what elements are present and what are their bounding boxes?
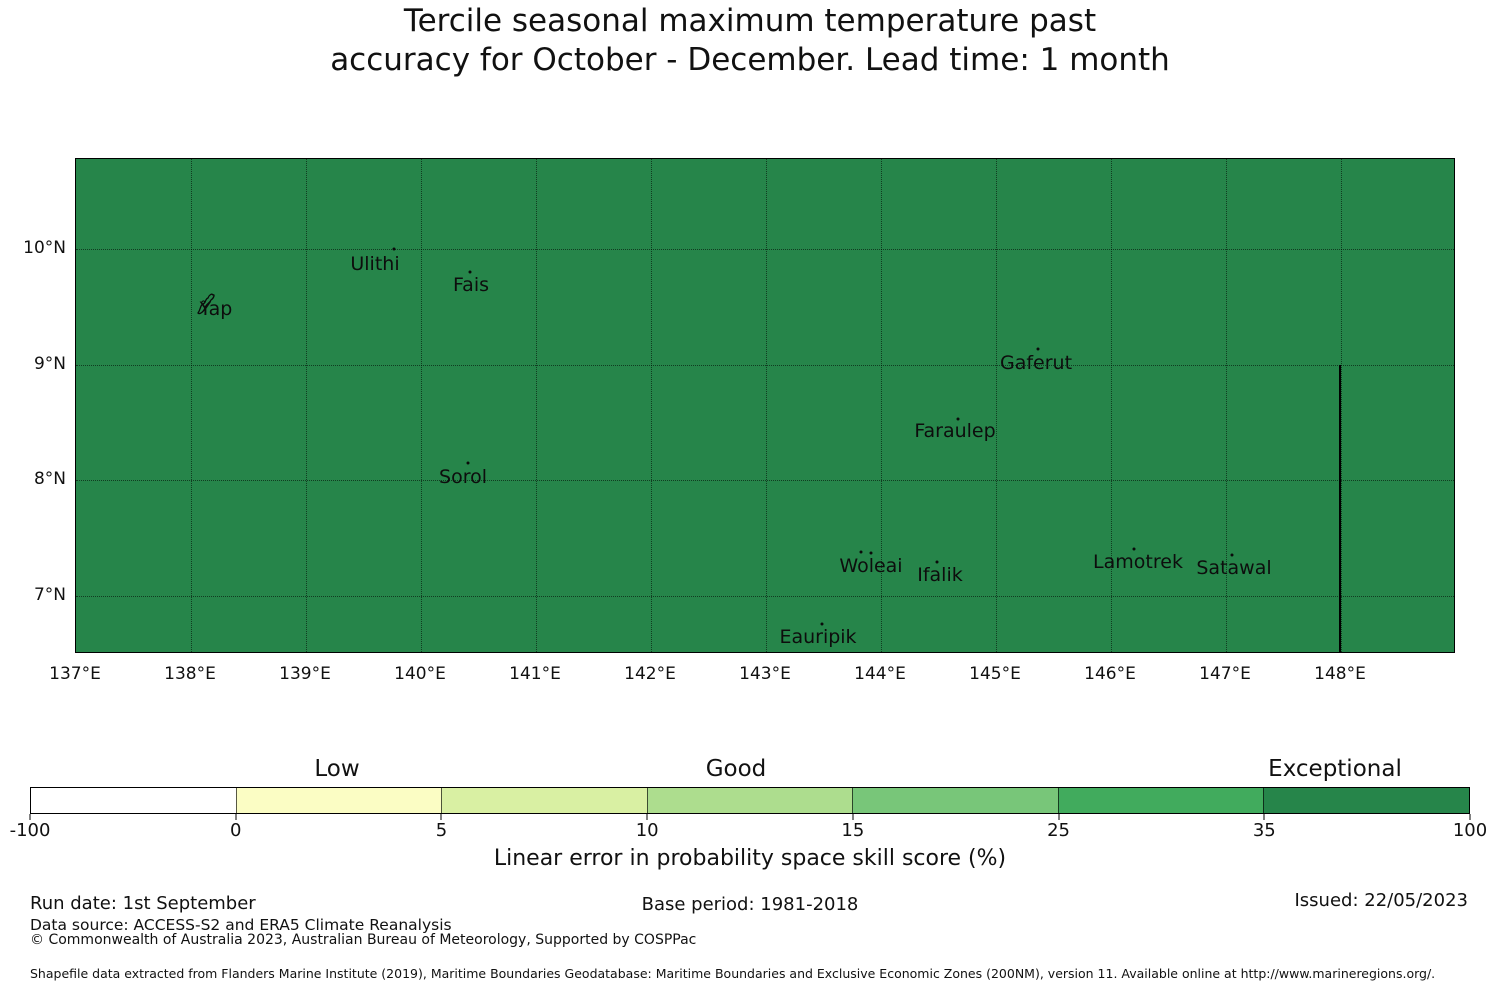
x-tick-label: 139°E [279, 664, 331, 684]
x-tick-label: 148°E [1314, 664, 1366, 684]
colorbar-category-label: Low [314, 756, 360, 782]
gridline-meridian [766, 159, 767, 652]
y-tick-label: 10°N [23, 238, 66, 258]
gridline-parallel [76, 480, 1454, 481]
colorbar-segment [1263, 788, 1470, 813]
gridline-meridian [1341, 159, 1342, 652]
base-period-text: Base period: 1981-2018 [641, 894, 859, 915]
title-line-2: accuracy for October - December. Lead ti… [330, 42, 1170, 78]
x-tick-label: 140°E [394, 664, 446, 684]
y-tick-label: 8°N [33, 469, 66, 489]
colorbar-tick-label: 5 [435, 820, 448, 841]
copyright-text: © Commonwealth of Australia 2023, Austra… [30, 932, 697, 948]
colorbar-bar [30, 787, 1470, 814]
colorbar-axis-label: Linear error in probability space skill … [493, 846, 1007, 871]
gridline-parallel [76, 249, 1454, 250]
colorbar-tick [1469, 814, 1471, 820]
gridline-meridian [1226, 159, 1227, 652]
colorbar-tick [852, 814, 854, 820]
x-tick-label: 142°E [624, 664, 676, 684]
gridline-parallel [76, 595, 1454, 597]
colorbar-tick-label: -100 [9, 820, 51, 841]
y-tick-label: 9°N [33, 353, 66, 374]
gridline-meridian [306, 159, 307, 652]
colorbar-segment [646, 788, 853, 813]
gridline-meridian [536, 159, 537, 652]
colorbar-segment [31, 788, 236, 813]
colorbar-tick-label: 25 [1047, 820, 1071, 841]
x-tick-label: 147°E [1199, 664, 1251, 684]
colorbar-tick-label: 100 [1452, 820, 1488, 841]
map-plot [75, 158, 1455, 653]
colorbar-segment [235, 788, 442, 813]
colorbar-category-label: Exceptional [1268, 756, 1402, 782]
colorbar-segment [852, 788, 1058, 813]
x-tick-label: 138°E [164, 664, 216, 684]
colorbar-tick-label: 0 [229, 820, 242, 841]
colorbar-tick [440, 814, 442, 820]
colorbar-segment [441, 788, 647, 813]
colorbar-tick-label: 10 [635, 820, 659, 841]
colorbar-tick-label: 15 [841, 820, 865, 841]
gridline-meridian [191, 159, 192, 652]
colorbar-tick [1263, 814, 1265, 820]
run-date-text: Run date: 1st September [30, 893, 256, 914]
x-tick-label: 141°E [509, 664, 561, 684]
gridline-meridian [996, 159, 997, 652]
colorbar-tick [235, 814, 237, 820]
gridline-parallel [76, 364, 1454, 366]
shapefile-note-text: Shapefile data extracted from Flanders M… [30, 966, 1436, 981]
gridline-meridian [881, 159, 882, 652]
x-tick-label: 146°E [1084, 664, 1136, 684]
colorbar-tick-label: 35 [1252, 820, 1276, 841]
colorbar-segment [1057, 788, 1264, 813]
gridline-meridian [421, 159, 422, 652]
title-line-1: Tercile seasonal maximum temperature pas… [403, 3, 1097, 39]
x-tick-label: 143°E [739, 664, 791, 684]
gridline-meridian [651, 159, 652, 652]
colorbar-tick [29, 814, 31, 820]
issued-date-text: Issued: 22/05/2023 [1294, 890, 1468, 911]
x-tick-label: 144°E [854, 664, 906, 684]
chart-title: Tercile seasonal maximum temperature pas… [0, 2, 1500, 80]
y-tick-label: 7°N [33, 584, 66, 605]
colorbar-tick [1058, 814, 1060, 820]
data-source-text: Data source: ACCESS-S2 and ERA5 Climate … [30, 916, 452, 934]
colorbar-tick [646, 814, 648, 820]
x-tick-label: 137°E [49, 664, 101, 684]
gridline-meridian [1111, 159, 1112, 652]
colorbar-category-label: Good [705, 756, 767, 782]
x-tick-label: 145°E [969, 664, 1021, 684]
